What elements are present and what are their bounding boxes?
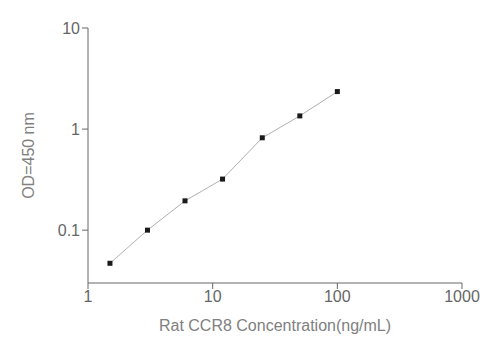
svg-text:OD=450 nm: OD=450 nm xyxy=(20,112,37,199)
svg-text:1: 1 xyxy=(84,288,93,305)
svg-text:1: 1 xyxy=(71,121,80,138)
svg-text:100: 100 xyxy=(324,288,351,305)
svg-text:10: 10 xyxy=(62,20,80,37)
svg-text:0.1: 0.1 xyxy=(58,222,80,239)
svg-text:1000: 1000 xyxy=(444,288,480,305)
svg-text:10: 10 xyxy=(204,288,222,305)
svg-text:Rat CCR8 Concentration(ng/mL): Rat CCR8 Concentration(ng/mL) xyxy=(159,317,391,334)
